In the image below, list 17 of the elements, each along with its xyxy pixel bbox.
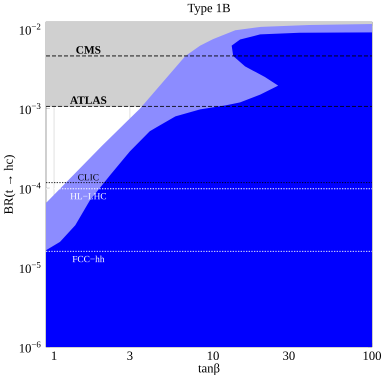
x-tick-label: 30 xyxy=(283,351,295,360)
y-tick-label: 10$^{−4}$ xyxy=(20,182,41,194)
ref-line-label: FCC−hh xyxy=(72,256,104,262)
x-tick-label: 10 xyxy=(208,351,219,360)
ref-line-label: ATLAS xyxy=(70,96,106,104)
x-axis-title: tanβ xyxy=(198,363,220,376)
x-tick-label: 1 xyxy=(52,351,56,360)
x-tick-label: 100 xyxy=(364,351,382,360)
ref-line-label: CLIC xyxy=(78,174,98,180)
chart-title: Type 1B xyxy=(188,4,230,15)
ref-line-label: CMS xyxy=(76,46,100,54)
y-tick-label: 10$^{−3}$ xyxy=(20,103,40,114)
y-axis-title: BR(t → hc) xyxy=(4,155,16,214)
y-tick-label: 10$^{−5}$ xyxy=(20,262,40,274)
y-tick-label: 10$^{−2}$ xyxy=(20,24,40,35)
y-tick-label: 10$^{−6}$ xyxy=(20,341,41,353)
x-tick-label: 3 xyxy=(127,351,133,360)
